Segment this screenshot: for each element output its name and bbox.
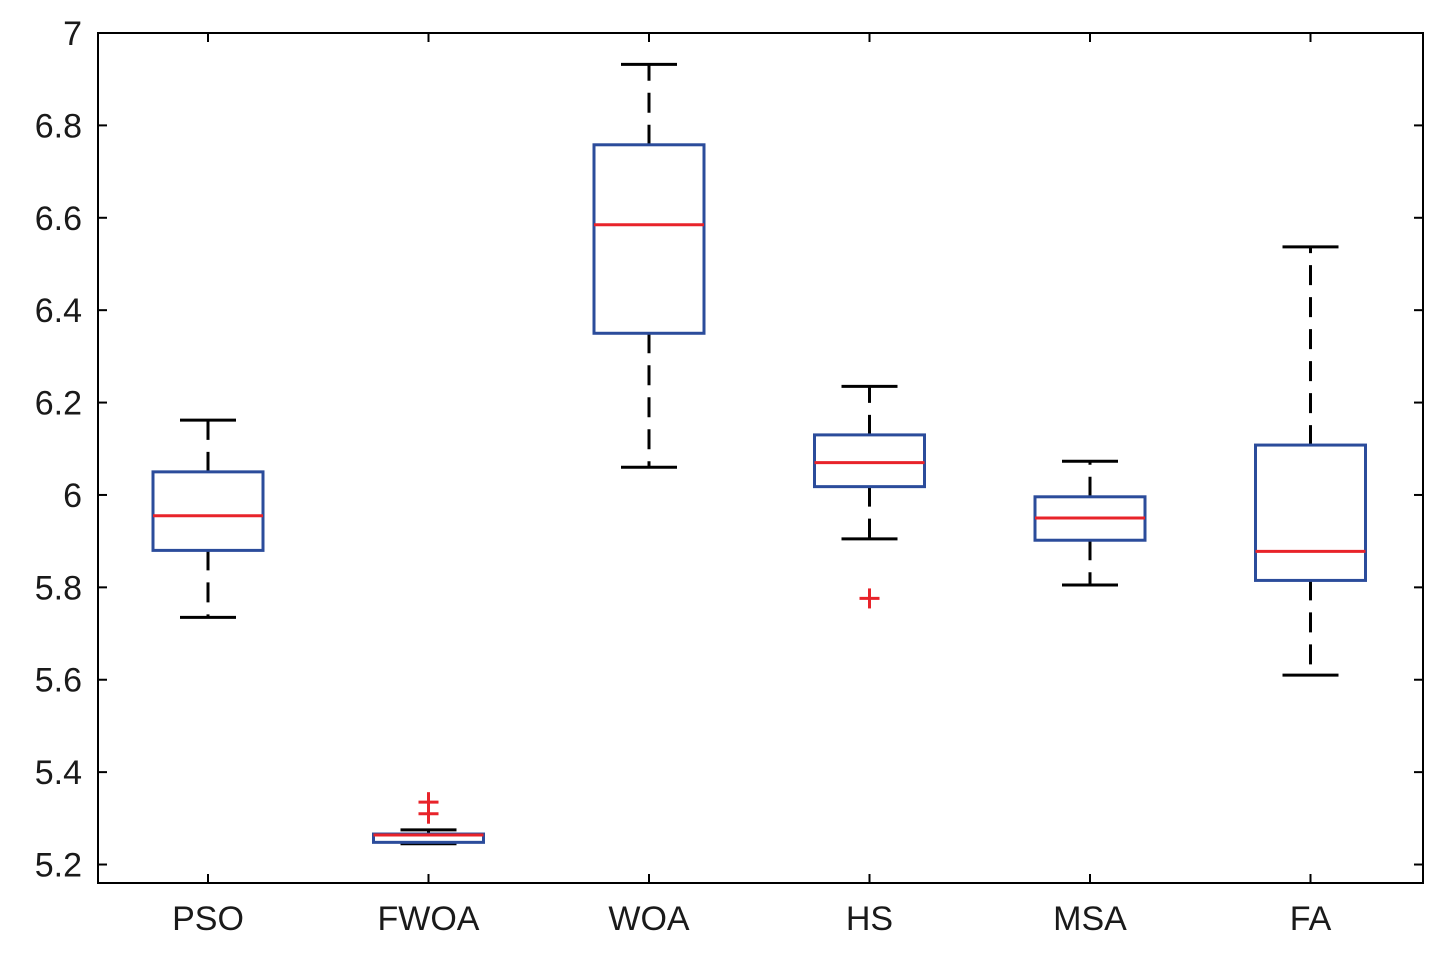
y-tick-label: 6.4: [35, 292, 82, 330]
iqr-box: [813, 433, 926, 489]
x-category-label: FA: [1290, 900, 1332, 938]
x-category-label: FWOA: [378, 900, 480, 938]
y-tick-label: 6.2: [35, 385, 82, 423]
box-group-woa: [592, 62, 706, 469]
y-tick-label: 6.8: [35, 107, 82, 145]
y-tick-label: 6: [63, 477, 82, 515]
outlier-marker: [859, 588, 880, 609]
iqr-box: [1254, 443, 1367, 582]
y-tick-label: 5.6: [35, 662, 82, 700]
y-tick-label: 7: [63, 15, 82, 53]
y-tick-label: 6.6: [35, 200, 82, 238]
boxes: [151, 62, 1367, 846]
x-category-label: HS: [846, 900, 893, 938]
tick-labels: 5.2 5.4 5.6 5.8 6 6.2 6.4 6.6 6.8 7 PSO FWOA WOA HS MS…: [35, 15, 1332, 938]
y-tick-label: 5.2: [35, 847, 82, 885]
box-group-hs: [813, 384, 926, 609]
iqr-box: [592, 143, 706, 335]
box-group-pso: [151, 418, 265, 619]
box-group-fwoa: [372, 792, 485, 846]
iqr-box: [151, 470, 265, 552]
x-category-label: WOA: [608, 900, 690, 938]
plot-frame: [97, 32, 1424, 884]
outlier-marker: [418, 792, 439, 813]
y-tick-label: 5.8: [35, 569, 82, 607]
x-category-label: MSA: [1053, 900, 1127, 938]
box-group-fa: [1254, 245, 1367, 677]
y-tick-label: 5.4: [35, 754, 82, 792]
axes: [97, 32, 1424, 884]
x-category-label: PSO: [172, 900, 244, 938]
box-group-msa: [1033, 459, 1147, 587]
